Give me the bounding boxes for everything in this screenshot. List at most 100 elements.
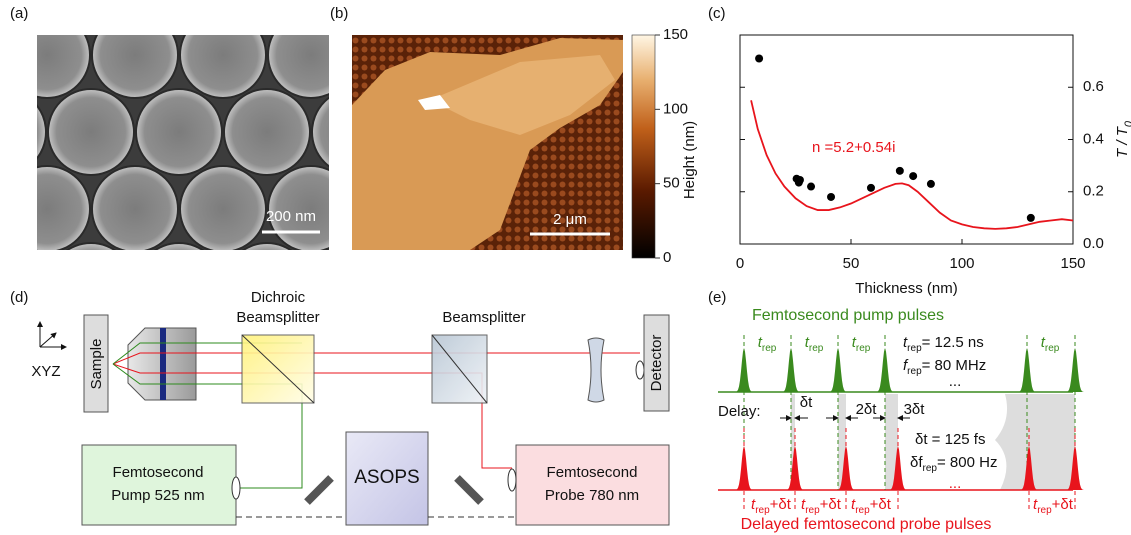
probe-laser	[516, 445, 669, 525]
colorbar-label: Height (nm)	[681, 121, 698, 199]
probe-label: Femtosecond	[547, 464, 638, 481]
y-tick-label: 0.6	[1083, 78, 1104, 95]
probe-interval-label-part: +δt	[820, 496, 842, 513]
fit-curve	[751, 100, 1073, 229]
trep-label-part: rep	[762, 343, 777, 354]
sphere	[180, 12, 266, 98]
x-tick-label: 50	[843, 255, 860, 272]
data-point	[807, 183, 815, 191]
data-point	[1027, 214, 1035, 222]
dichroic-label: Dichroic	[251, 289, 306, 306]
axis-arrow	[40, 333, 56, 347]
trep-label: trep	[805, 334, 824, 354]
sphere	[0, 12, 2, 98]
mirror	[304, 475, 334, 505]
x-tick-label: 100	[949, 255, 974, 272]
data-point	[827, 193, 835, 201]
sphere	[0, 166, 2, 252]
axes-label: XYZ	[31, 363, 60, 380]
dfrep-value: δfrep= 800 Hz	[910, 454, 997, 474]
trep-label-part: rep	[856, 343, 871, 354]
probe-interval-label: trep+δt	[1033, 496, 1074, 516]
probe-interval-label: trep+δt	[801, 496, 842, 516]
frep-value-part: rep	[907, 366, 922, 377]
panel-label: (c)	[708, 5, 726, 22]
sphere	[136, 243, 222, 329]
mirror	[454, 475, 484, 505]
probe-interval-label-part: +δt	[1052, 496, 1074, 513]
trep-value-part: rep	[907, 343, 922, 354]
lens	[588, 338, 604, 402]
data-point	[927, 180, 935, 188]
probe-interval-label-part: rep	[1037, 505, 1052, 516]
trep-label: trep	[852, 334, 871, 354]
data-point	[896, 167, 904, 175]
sphere	[92, 12, 178, 98]
sample-label: Sample	[88, 339, 105, 390]
figure: (a) (b) (c) (d) (e) 200 nm 2 μm Height (…	[0, 0, 1131, 535]
y-axis-label-sub: 0	[1123, 120, 1131, 127]
probe-interval-label-part: rep	[855, 505, 870, 516]
trep-label-part: rep	[809, 343, 824, 354]
dfrep-value-part: rep	[923, 463, 938, 474]
colorbar	[632, 35, 655, 258]
sphere	[180, 166, 266, 252]
probe-interval-label: trep+δt	[851, 496, 892, 516]
colorbar-tick-label: 100	[663, 100, 688, 117]
dt-label: 2δt	[856, 401, 878, 418]
x-tick-label: 0	[736, 255, 744, 272]
sphere	[312, 0, 398, 21]
colorbar-tick-label: 150	[663, 26, 688, 43]
dt-label: 3δt	[904, 401, 926, 418]
panel-label: (d)	[10, 289, 28, 306]
frep-value: frep= 80 MHz	[903, 357, 986, 377]
laser-aperture	[232, 477, 240, 499]
probe-interval-label-part: +δt	[870, 496, 892, 513]
y-tick-label: 0.4	[1083, 130, 1104, 147]
detector-window	[636, 361, 644, 379]
scale-bar-label: 2 μm	[553, 211, 587, 228]
sphere	[4, 166, 90, 252]
delay-label: Delay:	[718, 403, 761, 420]
sphere	[268, 12, 354, 98]
probe-interval-label: trep+δt	[751, 496, 792, 516]
probe-title: Delayed femtosecond probe pulses	[741, 516, 992, 533]
y-tick-label: 0.2	[1083, 183, 1104, 200]
dfrep-value-part: = 800 Hz	[937, 454, 997, 471]
asops-label: ASOPS	[354, 467, 419, 488]
laser-aperture	[508, 469, 516, 491]
y-axis-label-text: T / T	[1114, 125, 1131, 158]
objective-ring	[160, 328, 166, 400]
sphere	[0, 243, 46, 329]
probe-label: Probe 780 nm	[545, 487, 639, 504]
probe-interval-label-part: rep	[805, 505, 820, 516]
panel-label: (a)	[10, 5, 28, 22]
data-point	[867, 184, 875, 192]
trep-label: trep	[1041, 334, 1060, 354]
panel-label: (e)	[708, 289, 726, 306]
colorbar-tick-label: 50	[663, 175, 680, 192]
sphere	[48, 89, 134, 175]
data-point	[795, 179, 803, 187]
trep-label: trep	[758, 334, 777, 354]
y-tick-label: 0.0	[1083, 235, 1104, 252]
plot-frame	[740, 35, 1073, 244]
scale-bar-label: 200 nm	[266, 208, 316, 225]
probe-interval-label-part: rep	[755, 505, 770, 516]
x-tick-label: 150	[1060, 255, 1085, 272]
sphere	[4, 12, 90, 98]
colorbar-tick-label: 0	[663, 249, 671, 266]
trep-value-part: = 12.5 ns	[922, 334, 984, 351]
dt-value: δt = 125 fs	[915, 431, 985, 448]
ellipsis: ...	[949, 475, 962, 492]
trep-label-part: rep	[1045, 343, 1060, 354]
annotation: n =5.2+0.54i	[812, 139, 895, 156]
sphere	[136, 89, 222, 175]
sphere	[92, 166, 178, 252]
dfrep-value-part: δf	[910, 454, 923, 471]
frep-value-part: = 80 MHz	[922, 357, 987, 374]
detector-label: Detector	[648, 335, 665, 392]
sphere	[48, 0, 134, 21]
pump-label: Pump 525 nm	[111, 487, 204, 504]
sphere	[224, 89, 310, 175]
